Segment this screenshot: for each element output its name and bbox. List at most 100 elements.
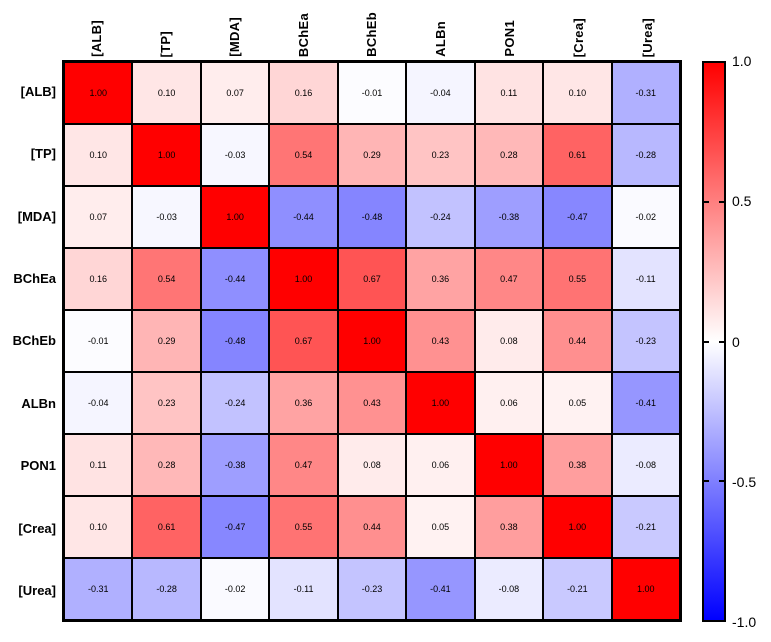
column-header-slot: [Crea] — [544, 0, 613, 57]
heatmap-cell: -0.11 — [270, 559, 337, 619]
heatmap-cell: 0.10 — [133, 63, 200, 123]
heatmap-cell: -0.03 — [133, 187, 200, 247]
column-header-label: BChEa — [295, 12, 311, 57]
column-header-label: [ALB] — [88, 20, 104, 57]
heatmap-cell: 1.00 — [407, 373, 474, 433]
column-header-label: ALBn — [433, 21, 449, 57]
column-header-label: [MDA] — [226, 17, 242, 57]
heatmap-cell: 0.47 — [475, 249, 543, 309]
heatmap-cell: -0.31 — [65, 559, 132, 619]
heatmap-cell: 1.00 — [544, 497, 611, 557]
colorbar-tick-labels: 1.0 0.5 0 -0.5 -1.0 — [732, 53, 771, 630]
heatmap-cell: -0.01 — [65, 311, 132, 371]
heatmap-cell: -0.04 — [407, 63, 474, 123]
heatmap-cell: -0.11 — [612, 249, 679, 309]
heatmap-cell: -0.38 — [201, 435, 269, 495]
colorbar-tick — [704, 479, 709, 482]
heatmap-cell: -0.48 — [201, 311, 269, 371]
heatmap-cell: 0.16 — [65, 249, 132, 309]
heatmap-cell: 0.67 — [270, 311, 337, 371]
colorbar — [702, 61, 726, 622]
column-header-slot: [MDA] — [200, 0, 269, 57]
column-headers: [ALB] [TP] [MDA] BChEa BChEb ALBn PON1 [Crea] [U… — [62, 0, 682, 57]
heatmap-cell: 0.07 — [201, 63, 269, 123]
heatmap-cell: 1.00 — [612, 559, 679, 619]
heatmap-cell: 0.08 — [338, 435, 406, 495]
colorbar-tick-label: 1.0 — [732, 53, 752, 69]
heatmap-cell: 0.11 — [65, 435, 132, 495]
colorbar-tick — [719, 340, 724, 343]
heatmap-cell: -0.47 — [544, 187, 611, 247]
heatmap-cell: 1.00 — [270, 249, 337, 309]
column-header-label: [Urea] — [640, 17, 656, 57]
heatmap-cell: 0.10 — [65, 125, 132, 185]
column-header-slot: BChEa — [269, 0, 338, 57]
column-header-slot: PON1 — [475, 0, 544, 57]
heatmap-cell: 0.38 — [544, 435, 611, 495]
heatmap-cell: -0.28 — [612, 125, 679, 185]
heatmap-cell: -0.02 — [201, 559, 269, 619]
heatmap-cell: 0.06 — [475, 373, 543, 433]
heatmap-cell: 0.55 — [270, 497, 337, 557]
heatmap-cell: 0.29 — [338, 125, 406, 185]
row-label: BChEb — [12, 333, 56, 349]
row-label: [Crea] — [18, 520, 56, 536]
column-header-slot: ALBn — [406, 0, 475, 57]
row-label: BChEa — [13, 271, 56, 287]
heatmap-cell: 0.06 — [407, 435, 474, 495]
heatmap-cell: 0.61 — [133, 497, 200, 557]
heatmap-cell: 0.61 — [544, 125, 611, 185]
heatmap-cell: 0.23 — [133, 373, 200, 433]
heatmap-cell: 0.36 — [270, 373, 337, 433]
row-label: [TP] — [30, 146, 56, 162]
colorbar-tick — [719, 479, 724, 482]
heatmap-cell: 0.47 — [270, 435, 337, 495]
heatmap-cell: 0.36 — [407, 249, 474, 309]
heatmap-cell: 0.05 — [544, 373, 611, 433]
heatmap-cell: 0.28 — [133, 435, 200, 495]
heatmap-cell: 1.00 — [338, 311, 406, 371]
heatmap-cell: 0.05 — [407, 497, 474, 557]
heatmap-cell: -0.04 — [65, 373, 132, 433]
heatmap-cell: -0.23 — [338, 559, 406, 619]
column-header-label: BChEb — [364, 12, 380, 57]
heatmap-cell: 1.00 — [65, 63, 132, 123]
heatmap-cell: -0.23 — [612, 311, 679, 371]
column-header-slot: [Urea] — [613, 0, 682, 57]
heatmap-cell: 0.43 — [407, 311, 474, 371]
heatmap-cell: 0.10 — [65, 497, 132, 557]
heatmap-cell: 0.11 — [475, 63, 543, 123]
heatmap-cell: 0.23 — [407, 125, 474, 185]
heatmap-cell: -0.38 — [475, 187, 543, 247]
colorbar-tick-label: -1.0 — [732, 614, 757, 630]
heatmap-cell: 0.55 — [544, 249, 611, 309]
column-header-label: [TP] — [157, 30, 173, 57]
heatmap-cell: 0.54 — [270, 125, 337, 185]
heatmap-cell: 0.54 — [133, 249, 200, 309]
heatmap-cell: -0.41 — [612, 373, 679, 433]
colorbar-tick-label: 0.5 — [732, 193, 752, 210]
column-header-label: [Crea] — [571, 17, 587, 57]
heatmap-cell: 0.67 — [338, 249, 406, 309]
row-label: [MDA] — [17, 208, 56, 224]
heatmap-cell: 0.28 — [475, 125, 543, 185]
heatmap-cell: -0.24 — [201, 373, 269, 433]
colorbar-tick-label: 0 — [732, 333, 740, 350]
heatmap-cell: 0.08 — [475, 311, 543, 371]
heatmap-cell: -0.21 — [612, 497, 679, 557]
heatmap-cell: 0.38 — [475, 497, 543, 557]
heatmap-cell: -0.41 — [407, 559, 474, 619]
heatmap-cell: -0.21 — [544, 559, 611, 619]
heatmap-cell: -0.44 — [201, 249, 269, 309]
heatmap-cell: -0.01 — [338, 63, 406, 123]
heatmap-cell: -0.08 — [475, 559, 543, 619]
column-header-slot: [ALB] — [62, 0, 131, 57]
heatmap-matrix: 1.00 0.10 0.07 0.16 -0.01 -0.04 0.11 0.10 -0.31 0… — [62, 60, 682, 622]
column-header-slot: [TP] — [131, 0, 200, 57]
heatmap-cell: 0.10 — [544, 63, 611, 123]
heatmap-cell: -0.03 — [201, 125, 269, 185]
row-label: [ALB] — [20, 83, 56, 99]
colorbar-tick — [719, 201, 724, 204]
heatmap-cell: -0.08 — [612, 435, 679, 495]
